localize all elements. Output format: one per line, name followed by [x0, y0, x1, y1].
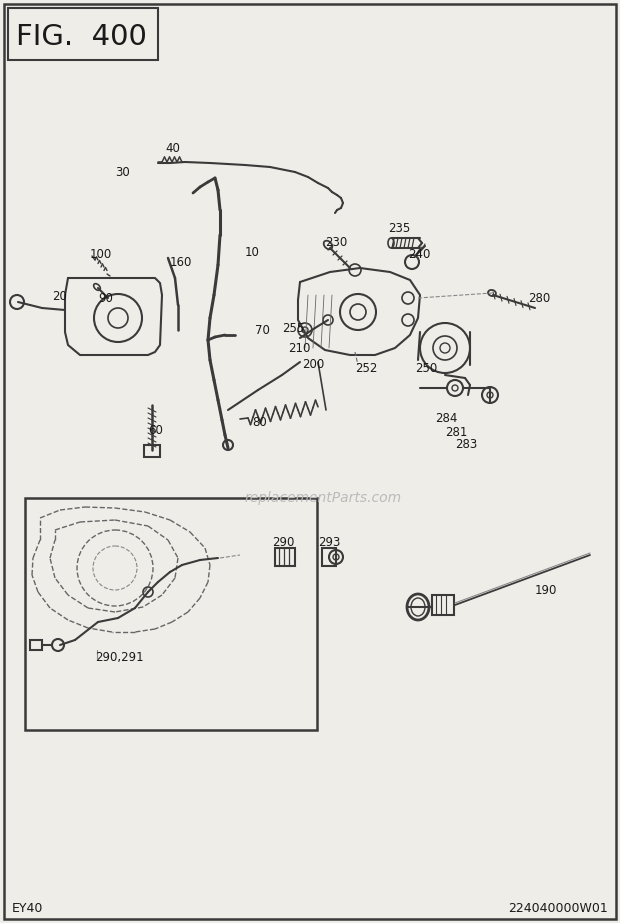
Text: 293: 293: [318, 535, 340, 548]
Text: 240: 240: [408, 248, 430, 261]
Text: 30: 30: [115, 166, 130, 179]
Text: 20: 20: [52, 291, 67, 304]
Bar: [144, 445, 160, 457]
Text: 224040000W01: 224040000W01: [508, 902, 608, 915]
Text: 290,291: 290,291: [95, 652, 144, 665]
Text: 280: 280: [528, 292, 551, 305]
Text: 283: 283: [455, 438, 477, 451]
Bar: [275, 548, 295, 566]
Text: 80: 80: [252, 415, 267, 428]
Text: FIG.  400: FIG. 400: [16, 23, 147, 51]
Bar: [322, 548, 336, 566]
Text: 290: 290: [272, 535, 294, 548]
Text: 40: 40: [165, 141, 180, 154]
Text: 235: 235: [388, 222, 410, 234]
Text: 10: 10: [245, 246, 260, 258]
Text: 190: 190: [535, 583, 557, 596]
Bar: [25, 498, 317, 730]
Text: 284: 284: [435, 412, 458, 425]
Text: 210: 210: [288, 342, 311, 354]
Text: 230: 230: [325, 235, 347, 248]
Text: 60: 60: [148, 424, 163, 437]
Bar: [8, 8, 158, 60]
Text: 255: 255: [282, 321, 304, 334]
Text: replacementParts.com: replacementParts.com: [245, 491, 402, 505]
Text: 281: 281: [445, 426, 467, 438]
Text: 90: 90: [98, 292, 113, 305]
Text: 200: 200: [302, 358, 324, 371]
Text: 252: 252: [355, 362, 378, 375]
Text: 250: 250: [415, 362, 437, 375]
Text: 100: 100: [90, 248, 112, 261]
Bar: [432, 595, 454, 615]
Text: 70: 70: [255, 323, 270, 337]
Bar: [30, 640, 42, 650]
Text: 160: 160: [170, 256, 192, 269]
Text: EY40: EY40: [12, 902, 43, 915]
